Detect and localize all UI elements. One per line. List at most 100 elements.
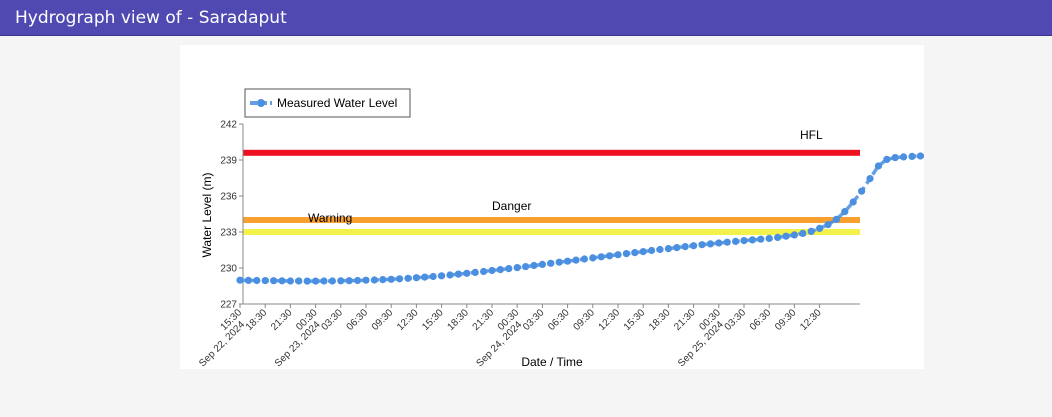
data-point[interactable] — [312, 277, 320, 285]
data-point[interactable] — [480, 267, 488, 276]
data-point[interactable] — [471, 268, 479, 276]
data-point[interactable] — [446, 271, 454, 279]
x-tick-label: 03:30 — [521, 307, 547, 333]
x-tick-label: 15:30 — [420, 307, 446, 333]
data-point[interactable] — [656, 245, 664, 254]
data-point[interactable] — [740, 237, 748, 245]
data-point[interactable] — [774, 233, 782, 241]
data-point[interactable] — [236, 276, 244, 284]
data-point[interactable] — [572, 256, 580, 264]
data-point[interactable] — [765, 234, 773, 242]
data-point[interactable] — [799, 229, 807, 237]
x-tick-label: 21:30 — [269, 307, 295, 333]
data-point[interactable] — [454, 270, 462, 278]
data-point[interactable] — [790, 231, 799, 239]
data-point[interactable] — [278, 277, 286, 285]
data-point[interactable] — [547, 259, 555, 267]
data-point[interactable] — [387, 275, 395, 283]
data-point[interactable] — [270, 277, 278, 285]
data-point[interactable] — [648, 246, 656, 255]
data-point[interactable] — [816, 224, 824, 232]
legend-item-measured-water-level[interactable]: Measured Water Level — [277, 96, 397, 110]
data-point[interactable] — [824, 221, 832, 229]
data-point[interactable] — [580, 255, 588, 263]
data-point[interactable] — [589, 254, 597, 262]
data-point[interactable] — [883, 155, 891, 163]
data-point[interactable] — [908, 152, 916, 160]
data-point[interactable] — [320, 277, 328, 285]
data-point[interactable] — [748, 236, 757, 244]
data-point[interactable] — [286, 277, 294, 285]
data-point[interactable] — [564, 257, 572, 265]
hydrograph-chart: HFL Danger Warning 227 230 233 236 239 242 15:30… — [197, 88, 924, 369]
data-point[interactable] — [891, 154, 899, 162]
x-tick-label: 09:30 — [370, 307, 396, 333]
legend-swatch-marker — [257, 99, 265, 107]
data-point[interactable] — [841, 208, 849, 216]
data-point[interactable] — [757, 235, 765, 243]
data-point[interactable] — [681, 243, 689, 251]
legend-box — [244, 88, 411, 118]
data-point[interactable] — [463, 269, 471, 277]
x-tick-label: 03:30 — [319, 307, 345, 333]
data-point[interactable] — [732, 237, 740, 245]
data-point[interactable] — [866, 175, 874, 183]
data-point[interactable] — [916, 152, 924, 160]
data-point[interactable] — [244, 276, 252, 284]
data-point[interactable] — [614, 251, 622, 259]
data-point[interactable] — [874, 162, 883, 170]
data-point[interactable] — [690, 242, 698, 250]
data-point[interactable] — [404, 274, 412, 282]
data-point[interactable] — [438, 272, 446, 280]
data-point[interactable] — [723, 238, 731, 246]
data-point[interactable] — [295, 277, 303, 285]
data-point[interactable] — [832, 215, 841, 223]
data-point[interactable] — [782, 232, 790, 240]
data-point[interactable] — [429, 272, 437, 281]
data-point[interactable] — [698, 241, 706, 249]
data-point[interactable] — [337, 277, 345, 285]
data-point[interactable] — [555, 258, 563, 266]
data-point[interactable] — [261, 277, 269, 285]
data-point[interactable] — [530, 261, 538, 270]
x-tick-label: 21:30 — [471, 307, 497, 333]
x-tick-label: 12:30 — [798, 307, 824, 333]
x-tick-label: 18:30 — [244, 307, 270, 333]
data-point[interactable] — [253, 276, 261, 285]
y-tick-label: 233 — [220, 228, 237, 239]
data-point[interactable] — [538, 260, 546, 268]
data-point[interactable] — [900, 153, 908, 161]
x-tick-label: 15:30 — [622, 307, 648, 333]
data-point[interactable] — [597, 253, 605, 261]
data-point[interactable] — [496, 266, 504, 274]
data-point[interactable] — [421, 273, 429, 281]
data-point[interactable] — [807, 227, 815, 235]
data-point[interactable] — [412, 274, 420, 282]
x-tick-label: 09:30 — [773, 307, 799, 333]
data-point[interactable] — [370, 276, 378, 284]
data-point[interactable] — [513, 264, 521, 272]
data-point[interactable] — [328, 277, 336, 285]
data-point[interactable] — [849, 198, 857, 206]
data-point[interactable] — [715, 239, 723, 247]
chart-legend[interactable]: Measured Water Level — [244, 88, 411, 118]
data-point[interactable] — [622, 250, 630, 258]
data-point[interactable] — [488, 266, 496, 275]
data-point[interactable] — [606, 252, 614, 260]
data-point[interactable] — [858, 187, 866, 195]
data-point[interactable] — [664, 245, 672, 253]
data-point[interactable] — [505, 265, 513, 273]
data-point[interactable] — [522, 263, 530, 271]
data-point[interactable] — [673, 244, 681, 252]
data-point[interactable] — [354, 276, 362, 285]
data-point[interactable] — [639, 248, 647, 256]
data-point[interactable] — [396, 275, 404, 283]
data-point[interactable] — [362, 276, 370, 284]
data-point[interactable] — [303, 277, 311, 285]
data-point[interactable] — [379, 276, 387, 284]
data-point[interactable] — [631, 249, 639, 257]
y-tick-label: 230 — [220, 264, 237, 275]
data-point[interactable] — [345, 277, 353, 285]
data-point[interactable] — [706, 240, 715, 248]
